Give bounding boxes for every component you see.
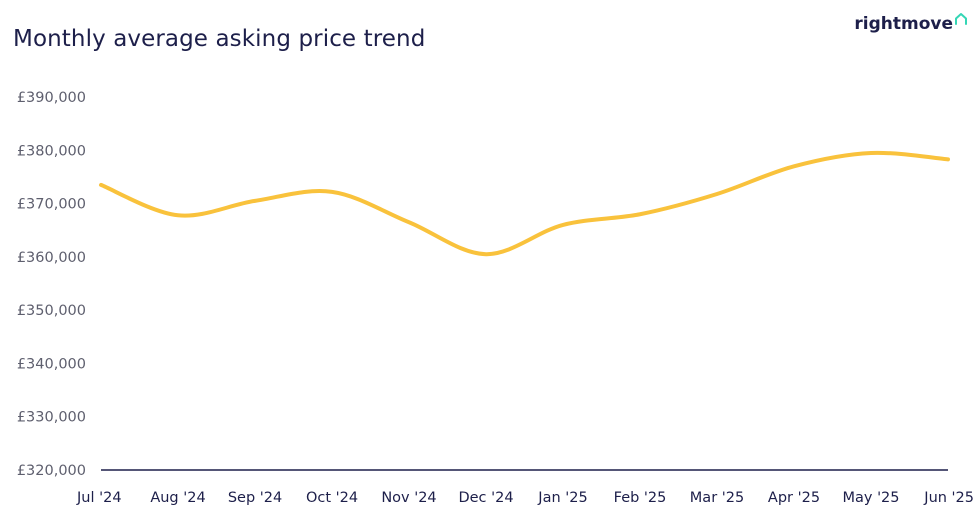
x-tick-label: Apr '25 bbox=[768, 490, 820, 506]
x-tick-label: Aug '24 bbox=[150, 490, 205, 506]
series-line bbox=[99, 150, 950, 257]
data-point bbox=[176, 213, 180, 217]
x-axis-ticks: Jul '24 Aug '24 Sep '24 Oct '24 Nov '24 Dec '… bbox=[76, 490, 974, 506]
y-tick-label: £340,000 bbox=[17, 356, 86, 372]
data-point bbox=[715, 192, 719, 196]
x-tick-label: Oct '24 bbox=[306, 490, 358, 506]
data-point bbox=[407, 220, 411, 224]
x-tick-label: Feb '25 bbox=[614, 490, 667, 506]
rightmove-logo[interactable]: rightmove bbox=[854, 13, 968, 34]
y-tick-label: £390,000 bbox=[17, 90, 86, 106]
y-tick-label: £380,000 bbox=[17, 143, 86, 159]
y-tick-label: £320,000 bbox=[17, 463, 86, 479]
data-point bbox=[946, 157, 950, 161]
x-tick-label: Dec '24 bbox=[458, 490, 513, 506]
house-outline-icon bbox=[955, 13, 967, 25]
y-axis-ticks: £320,000 £330,000 £340,000 £350,000 £360,000… bbox=[17, 90, 86, 479]
data-point bbox=[330, 190, 334, 194]
series-group bbox=[99, 150, 950, 257]
x-tick-label: Jul '24 bbox=[76, 490, 122, 506]
chart-title: Monthly average asking price trend bbox=[13, 26, 426, 52]
x-tick-label: Jan '25 bbox=[537, 490, 587, 506]
data-point bbox=[638, 212, 642, 216]
x-tick-label: Sep '24 bbox=[228, 490, 282, 506]
data-point bbox=[869, 151, 873, 155]
data-point bbox=[561, 223, 565, 227]
data-point bbox=[484, 252, 488, 256]
logo-text: rightmove bbox=[854, 14, 953, 34]
y-tick-label: £370,000 bbox=[17, 197, 86, 213]
x-tick-label: Nov '24 bbox=[381, 490, 436, 506]
y-tick-label: £360,000 bbox=[17, 250, 86, 266]
data-point bbox=[99, 183, 103, 187]
data-point bbox=[792, 164, 796, 168]
y-tick-label: £330,000 bbox=[17, 410, 86, 426]
data-point bbox=[253, 199, 257, 203]
x-tick-label: Mar '25 bbox=[690, 490, 744, 506]
y-tick-label: £350,000 bbox=[17, 303, 86, 319]
x-tick-label: May '25 bbox=[842, 490, 899, 506]
x-tick-label: Jun '25 bbox=[923, 490, 974, 506]
